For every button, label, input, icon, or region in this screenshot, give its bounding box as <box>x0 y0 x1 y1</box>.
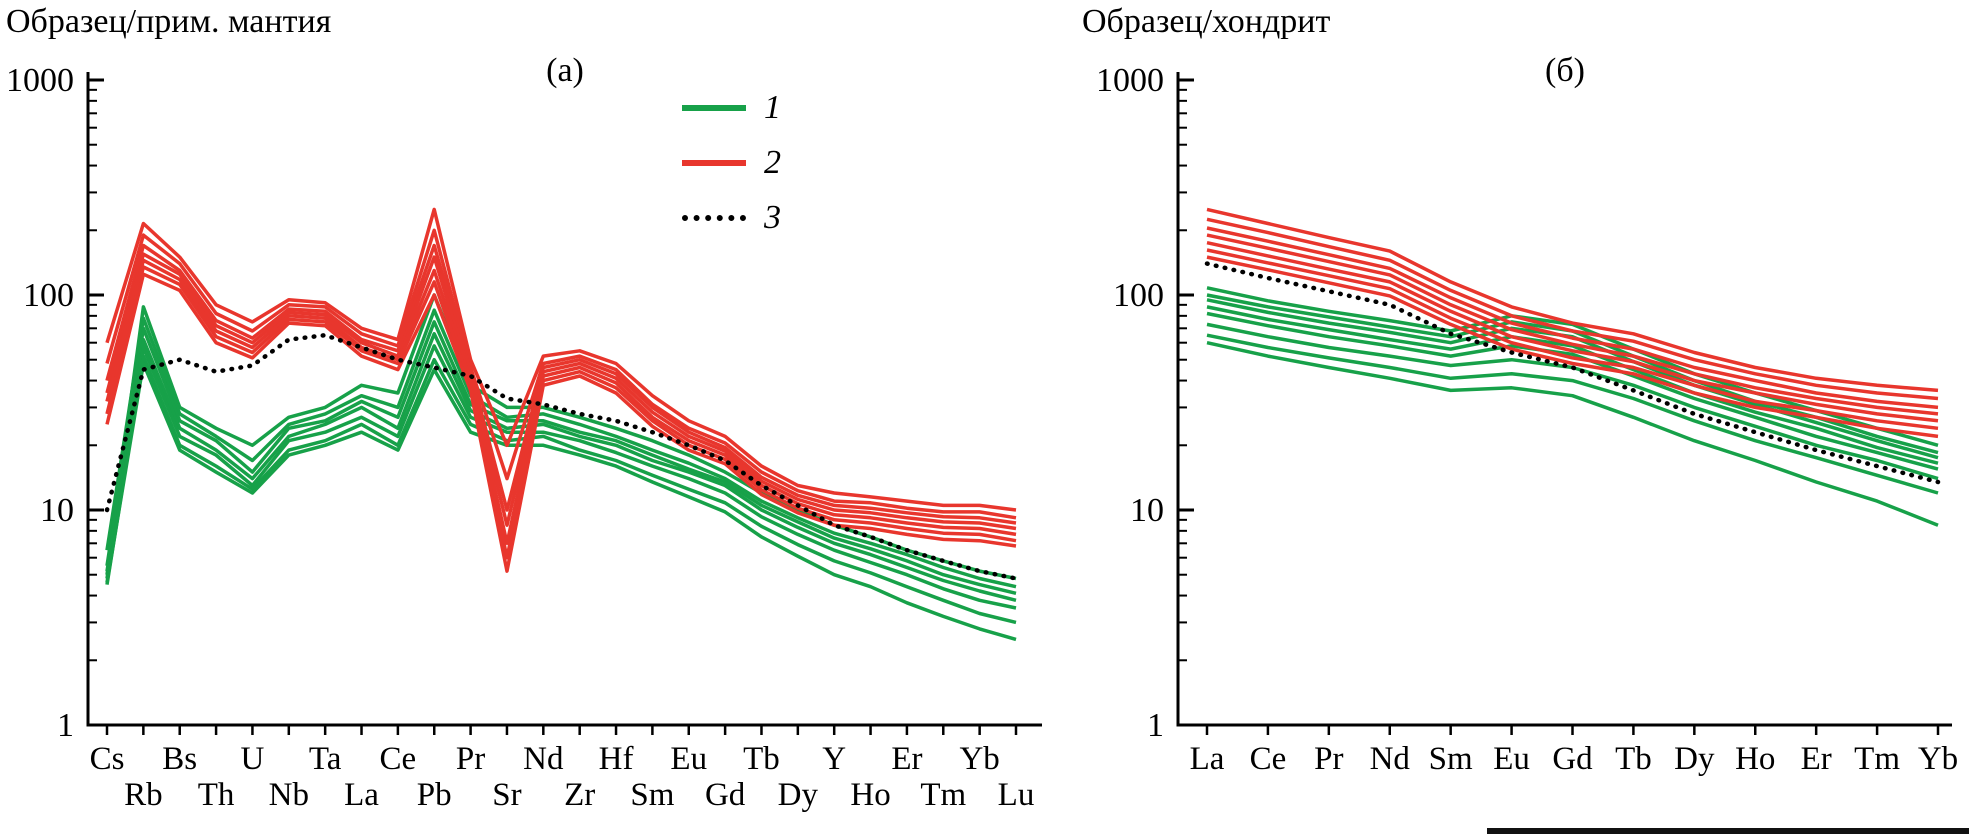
series-3-line <box>1204 261 1941 485</box>
x-tick-label: Pb <box>417 777 452 813</box>
series-2-line <box>105 272 1017 573</box>
series-1-line <box>105 332 1017 602</box>
x-tick-label: Rb <box>124 777 163 813</box>
x-tick-label: Y <box>822 741 846 777</box>
legend-item-3: 3 <box>682 199 781 236</box>
series-1-line <box>1206 333 1939 495</box>
x-tick-label: Sr <box>492 777 521 813</box>
x-tick-label: Tb <box>743 741 780 777</box>
legend-item-2: 2 <box>682 144 781 181</box>
series-1-line <box>105 361 1017 642</box>
series-2-line <box>1206 217 1939 401</box>
series-1-line <box>105 308 1017 589</box>
x-tick-label: Tm <box>1854 741 1900 777</box>
x-tick-label: Bs <box>162 741 197 777</box>
x-tick-label: Dy <box>1674 741 1715 777</box>
y-tick-label: 1000 <box>1096 62 1164 99</box>
panel-b-label: (б) <box>1545 52 1585 89</box>
x-tick-label: La <box>344 777 379 813</box>
x-tick-label: Ho <box>1735 741 1775 777</box>
page-rule <box>1487 828 1969 834</box>
x-tick-label: Ce <box>1250 741 1287 777</box>
legend-label-3: 3 <box>764 199 781 236</box>
x-tick-label: Ta <box>309 741 342 777</box>
x-tick-label: Nd <box>1370 741 1411 777</box>
legend-label-2: 2 <box>764 144 781 181</box>
x-tick-label: Sm <box>630 777 674 813</box>
series-2-line <box>1206 233 1939 416</box>
series-1-line <box>105 354 1017 625</box>
x-tick-label: Lu <box>998 777 1035 813</box>
x-tick-label: Yb <box>1918 741 1958 777</box>
y-tick-label: 1000 <box>6 62 74 99</box>
x-tick-label: U <box>241 741 265 777</box>
panel-a-chart: 1 10 100 1000 CsRbBsThUNbTaLaCePbPrSrNdZrHfS… <box>6 62 1042 813</box>
x-tick-label: Zr <box>564 777 595 813</box>
y-tick-label: 100 <box>1113 277 1164 314</box>
x-tick-label: Gd <box>705 777 746 813</box>
x-tick-label: Er <box>891 741 922 777</box>
x-tick-label: Sm <box>1429 741 1473 777</box>
panel-a-axis-title: Образец/прим. мантия <box>6 3 332 40</box>
series-2-line <box>1206 248 1939 431</box>
series-2-line <box>105 252 1017 531</box>
x-tick-label: Yb <box>959 741 999 777</box>
x-tick-label: Hf <box>599 741 634 777</box>
x-tick-label: Dy <box>778 777 819 813</box>
series-2-line <box>105 265 1017 560</box>
legend-dotted-line-swatch <box>682 215 746 221</box>
panel-b-chart: 1 10 100 1000 La Ce Pr Nd Sm Eu Gd Tb Dy Ho Er Tm Yb <box>1096 62 1958 777</box>
legend: 1 2 3 <box>682 89 781 255</box>
x-tick-label: Eu <box>670 741 707 777</box>
legend-green-line-swatch <box>682 105 746 111</box>
y-tick-label: 1 <box>1147 707 1164 744</box>
series-1-line <box>105 320 1017 596</box>
legend-item-1: 1 <box>682 89 781 126</box>
x-tick-label: Cs <box>90 741 125 777</box>
series-1-line <box>1206 340 1939 527</box>
x-tick-label: Gd <box>1552 741 1593 777</box>
x-tick-label: Nd <box>523 741 564 777</box>
x-tick-label: Tm <box>920 777 966 813</box>
x-tick-label: Nb <box>269 777 309 813</box>
series-3-line <box>104 332 1019 581</box>
y-tick-label: 1 <box>57 707 74 744</box>
y-tick-label: 10 <box>40 492 74 529</box>
series-1-line <box>1206 293 1939 455</box>
x-tick-label: Eu <box>1493 741 1530 777</box>
series-2-line <box>105 207 1017 512</box>
series-1-line <box>105 344 1017 610</box>
legend-label-1: 1 <box>764 89 781 126</box>
x-tick-label: Er <box>1801 741 1832 777</box>
x-tick-label: Ho <box>850 777 890 813</box>
series-2-line <box>105 228 1017 520</box>
x-tick-label: La <box>1190 741 1225 777</box>
series-1-line <box>1206 311 1939 471</box>
x-tick-label: Th <box>198 777 235 813</box>
x-tick-label: Pr <box>456 741 485 777</box>
panel-a-label: (а) <box>546 52 584 89</box>
x-tick-label: Pr <box>1314 741 1343 777</box>
x-tick-label: Tb <box>1615 741 1652 777</box>
series-2-line <box>1206 207 1939 393</box>
series-2-line <box>105 243 1017 525</box>
legend-red-line-swatch <box>682 160 746 166</box>
y-tick-label: 100 <box>23 277 74 314</box>
series-2-line <box>105 258 1017 546</box>
series-2-line <box>1206 240 1939 423</box>
x-tick-label: Ce <box>380 741 417 777</box>
panel-b-axis-title: Образец/хондрит <box>1082 3 1331 40</box>
series-2-line <box>1206 226 1939 410</box>
y-tick-label: 10 <box>1130 492 1164 529</box>
series-2-line <box>1206 255 1939 439</box>
